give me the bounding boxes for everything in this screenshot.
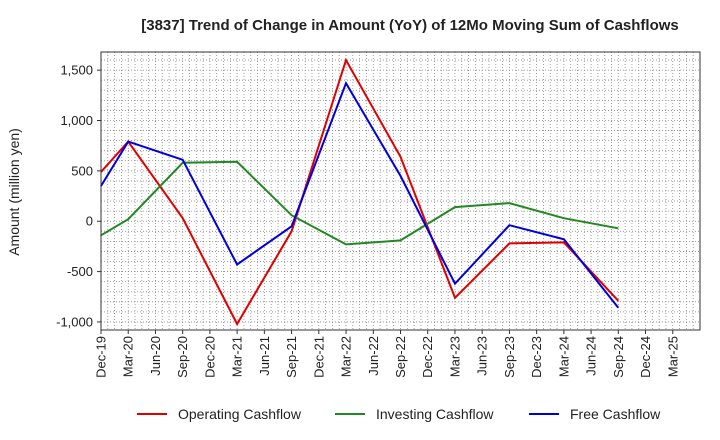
y-tick-label: 0 <box>86 214 93 229</box>
x-tick-label: Sep-24 <box>611 336 626 378</box>
x-tick-label: Dec-19 <box>94 336 109 378</box>
y-tick-label: 1,000 <box>60 113 93 128</box>
legend-label-free-cashflow: Free Cashflow <box>570 406 661 422</box>
x-tick-label: Sep-23 <box>502 336 517 378</box>
y-axis-ticks: -1,000 -500 0 500 1,000 1,500 <box>56 63 101 329</box>
grid-lines <box>100 52 701 330</box>
x-tick-label: Sep-20 <box>175 336 190 378</box>
x-tick-label: Dec-21 <box>311 336 326 378</box>
x-tick-label: Mar-23 <box>447 336 462 377</box>
x-tick-label: Mar-25 <box>665 336 680 377</box>
series-line-investing-cashflow <box>100 160 619 246</box>
x-tick-label: Mar-22 <box>339 336 354 377</box>
y-axis-label: Amount (million yen) <box>6 128 22 256</box>
y-tick-label: -1,000 <box>56 314 93 329</box>
y-tick-label: 1,500 <box>60 63 93 78</box>
x-tick-label: Dec-20 <box>202 336 217 378</box>
x-tick-label: Jun-24 <box>584 336 599 376</box>
x-tick-label: Jun-23 <box>475 336 490 376</box>
series-line-operating-cashflow <box>100 57 620 327</box>
x-tick-label: Dec-22 <box>420 336 435 378</box>
x-tick-label: Mar-24 <box>556 336 571 377</box>
y-tick-label: 500 <box>71 163 93 178</box>
chart-title: [3837] Trend of Change in Amount (YoY) o… <box>141 17 679 34</box>
x-tick-label: Sep-21 <box>284 336 299 378</box>
x-tick-label: Jun-20 <box>148 336 163 376</box>
x-axis-ticks: Dec-19 Mar-20 Jun-20 Sep-20 Dec-20 Mar-21 Jun-… <box>94 330 680 378</box>
x-tick-label: Dec-23 <box>529 336 544 378</box>
x-tick-label: Mar-20 <box>121 336 136 377</box>
x-tick-label: Sep-22 <box>393 336 408 378</box>
series-layer <box>100 57 620 327</box>
x-tick-label: Jun-21 <box>257 336 272 376</box>
x-tick-label: Dec-24 <box>638 336 653 378</box>
legend: Operating Cashflow Investing Cashflow Free… <box>137 406 661 422</box>
x-tick-label: Jun-22 <box>366 336 381 376</box>
x-tick-label: Mar-21 <box>230 336 245 377</box>
y-tick-label: -500 <box>67 264 93 279</box>
legend-label-investing-cashflow: Investing Cashflow <box>376 406 494 422</box>
series-line-free-cashflow <box>100 80 620 309</box>
legend-label-operating-cashflow: Operating Cashflow <box>178 406 302 422</box>
